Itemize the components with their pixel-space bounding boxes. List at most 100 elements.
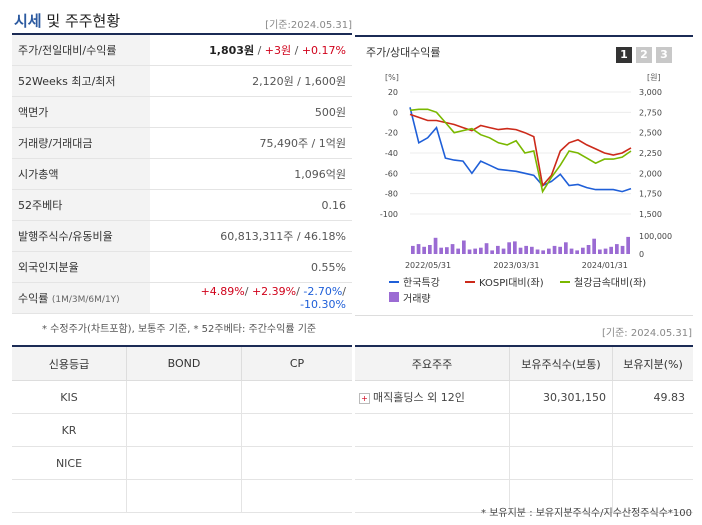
left-axis-unit: [%] xyxy=(385,73,399,82)
left-tick-label: -20 xyxy=(385,129,398,138)
table-row: 거래량/거래대금 75,490주 / 1억원 xyxy=(12,127,352,159)
volume-bar xyxy=(433,237,438,254)
table-row: 외국인지분율 0.55% xyxy=(12,251,352,283)
quote-footnote: * 수정주가(차트포함), 보통주 기준, * 52주베타: 주간수익률 기준 xyxy=(42,324,317,335)
volume-bar xyxy=(462,240,466,254)
series-line xyxy=(409,108,632,194)
credit-table: 신용등급 BOND CP KIS KR NICE xyxy=(12,345,352,513)
section-title-accent: 시세 xyxy=(14,12,42,30)
separator: / xyxy=(296,285,300,298)
price-chart: [%] [원] 20 0 -20 -40 -60 -80 -100 3,000 2,750 2,500… xyxy=(380,73,672,305)
top-divider xyxy=(12,33,352,35)
volume-bar xyxy=(456,248,460,254)
credit-cp xyxy=(241,380,352,414)
holder-shares: 30,301,150 xyxy=(509,380,613,414)
table-row: + 매직홀딩스 외 12인 30,301,150 49.83 xyxy=(355,380,693,414)
table-row: 52Weeks 최고/최저 2,120원 / 1,600원 xyxy=(12,65,352,97)
volume-bar xyxy=(416,244,421,254)
volume-bar xyxy=(524,245,528,254)
table-row: NICE xyxy=(12,446,352,480)
table-row: 수익률 (1M/3M/6M/1Y) +4.89%/ +2.39%/ -2.70%… xyxy=(12,282,352,314)
right-tick-label: 1,750 xyxy=(639,190,662,199)
volume-bar xyxy=(445,247,449,254)
volume-label: 거래량/거래대금 xyxy=(12,127,150,159)
current-price: 1,803원 xyxy=(209,44,255,57)
return-3m: +2.39% xyxy=(251,285,297,298)
legend-label: 거래량 xyxy=(403,293,431,305)
week52-label: 52Weeks 최고/최저 xyxy=(12,65,150,97)
price-value: 1,803원 / +3원 / +0.17% xyxy=(150,35,352,66)
left-tick-label: -60 xyxy=(385,169,398,178)
chart-title: 주가/상대수익률 xyxy=(366,46,441,59)
table-row xyxy=(355,479,693,513)
left-tick-label: 20 xyxy=(388,88,398,97)
credit-agency: KIS xyxy=(12,380,127,414)
volume-bar xyxy=(598,249,602,254)
separator: / xyxy=(291,44,302,57)
section-title-rest: 및 주주현황 xyxy=(46,12,121,30)
x-tick-label: 2022/05/31 xyxy=(405,261,451,270)
volume-bar xyxy=(501,248,506,254)
separator: / xyxy=(254,44,265,57)
left-tick-label: -80 xyxy=(385,190,398,199)
credit-agency: KR xyxy=(12,413,127,447)
holder-name[interactable]: 매직홀딩스 외 12인 xyxy=(373,391,465,404)
right-tick-label: 3,000 xyxy=(639,88,662,97)
volume-bar xyxy=(484,243,489,254)
x-tick-label: 2024/01/31 xyxy=(582,261,628,270)
right-tick-label: 2,250 xyxy=(639,149,662,158)
volume-tick-label: 100,000 xyxy=(639,232,672,241)
return-1y: -10.30% xyxy=(300,298,346,311)
holder-ratio xyxy=(612,479,693,513)
holder-shares xyxy=(509,479,613,513)
holder-header-ratio: 보유지분(%) xyxy=(612,345,693,381)
returns-label-periods: (1M/3M/6M/1Y) xyxy=(51,295,120,305)
basis-date: [기준:2024.05.31] xyxy=(265,20,352,31)
x-tick-label: 2023/03/31 xyxy=(493,261,539,270)
volume-bar xyxy=(552,245,557,254)
holder-header-shares: 보유주식수(보통) xyxy=(509,345,613,381)
table-row: 액면가 500원 xyxy=(12,96,352,128)
credit-agency xyxy=(12,479,127,513)
volume-bar xyxy=(530,246,534,254)
left-tick-label: 0 xyxy=(393,108,398,117)
credit-header-rating: 신용등급 xyxy=(12,345,127,381)
return-1m: +4.89% xyxy=(200,285,245,298)
volume-bar xyxy=(558,246,562,254)
legend-label: KOSPI대비(좌) xyxy=(479,277,544,289)
right-tick-label: 1,500 xyxy=(639,210,662,219)
volume-bar xyxy=(513,241,517,254)
volume-bar xyxy=(467,249,472,254)
volume-bar xyxy=(439,247,443,254)
expand-icon[interactable]: + xyxy=(359,392,370,404)
volume-bar xyxy=(479,247,483,254)
legend-swatch xyxy=(389,292,399,302)
right-tick-label: 2,750 xyxy=(639,108,662,117)
table-row: 시가총액 1,096억원 xyxy=(12,158,352,190)
volume-bar xyxy=(422,246,426,254)
table-row: 52주베타 0.16 xyxy=(12,189,352,221)
holder-shares xyxy=(509,413,613,447)
holder-shares xyxy=(509,446,613,480)
volume-bar xyxy=(428,245,432,254)
foreign-label: 외국인지분율 xyxy=(12,251,150,283)
volume-bar xyxy=(609,246,613,254)
chart-button-1[interactable]: 1 xyxy=(616,47,632,63)
par-value: 500원 xyxy=(150,96,352,128)
section-title: 시세 및 주주현황 xyxy=(14,10,120,31)
volume-bar xyxy=(564,242,568,254)
chart-button-3[interactable]: 3 xyxy=(656,47,672,63)
separator: / xyxy=(342,285,346,298)
volume-bar xyxy=(518,247,523,254)
price-change: +3원 xyxy=(264,44,292,57)
table-row: 주가/전일대비/수익률 1,803원 / +3원 / +0.17% xyxy=(12,35,352,66)
holder-name xyxy=(355,413,510,447)
volume-bar xyxy=(575,250,579,254)
volume-tick-label: 0 xyxy=(639,250,644,259)
credit-header-bond: BOND xyxy=(126,345,242,381)
beta-label: 52주베타 xyxy=(12,189,150,221)
series-line xyxy=(409,107,632,193)
chart-button-2[interactable]: 2 xyxy=(636,47,652,63)
holder-name-cell[interactable]: + 매직홀딩스 외 12인 xyxy=(355,380,510,414)
